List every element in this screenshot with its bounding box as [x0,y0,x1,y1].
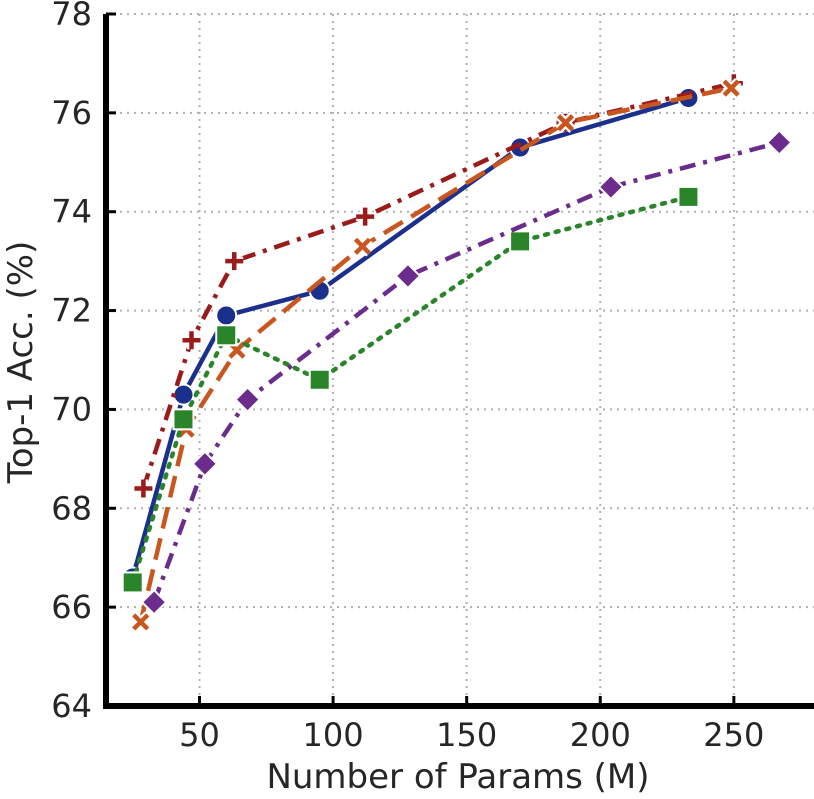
series-purple-diamond [140,129,793,616]
x-tick-label: 150 [436,716,497,754]
y-tick-label: 72 [51,292,92,330]
series-blue-circle [121,87,700,589]
data-point [140,588,168,616]
y-tick-label: 68 [51,489,92,527]
data-point [677,185,700,208]
data-point [130,611,151,633]
ticks: 64 66 68 70 72 74 76 78 50 100 150 200 250 [51,0,764,754]
data-point-shape [132,613,150,631]
data-point [215,324,238,347]
data-point-shape [353,237,372,255]
data-point [720,77,742,99]
data-point [352,236,373,257]
y-tick-label: 78 [51,0,92,33]
y-axis-title: Top-1 Acc. (%) [1,241,41,485]
series-line [141,81,735,490]
axes [103,14,814,709]
grid [106,13,814,706]
y-tick-label: 64 [51,687,92,725]
data-point-shape [722,79,740,97]
x-tick-label: 200 [570,716,631,754]
y-tick-label: 66 [51,588,92,626]
series-green-square [121,185,700,594]
data-point [597,173,625,201]
data-point [765,129,793,156]
data-point [555,112,576,133]
data-point-shape [556,114,575,132]
series-line [138,85,732,623]
data-point [225,252,244,271]
data-point [234,386,262,413]
data-point [121,571,144,594]
data-point [356,207,375,226]
data-point [134,479,153,498]
data-point [394,262,422,290]
series-line [130,194,691,585]
y-tick-label: 76 [51,94,92,132]
y-tick-label: 70 [51,390,92,428]
data-point-shape [225,252,244,271]
data-point-shape [182,331,201,350]
x-axis-title: Number of Params (M) [266,757,649,797]
data-point [172,408,195,431]
x-tick-label: 100 [303,716,364,754]
data-point [191,450,219,478]
series-group [121,74,793,633]
data-point-shape [134,479,153,498]
series-orange-x [130,77,742,633]
y-tick-label: 74 [51,193,92,231]
data-point [509,230,532,253]
x-tick-label: 250 [703,716,764,754]
data-point-shape [356,207,375,226]
data-point [215,304,238,327]
x-tick-label: 50 [179,716,220,754]
data-point [308,368,331,391]
data-point [182,331,201,350]
series-line [151,140,780,603]
